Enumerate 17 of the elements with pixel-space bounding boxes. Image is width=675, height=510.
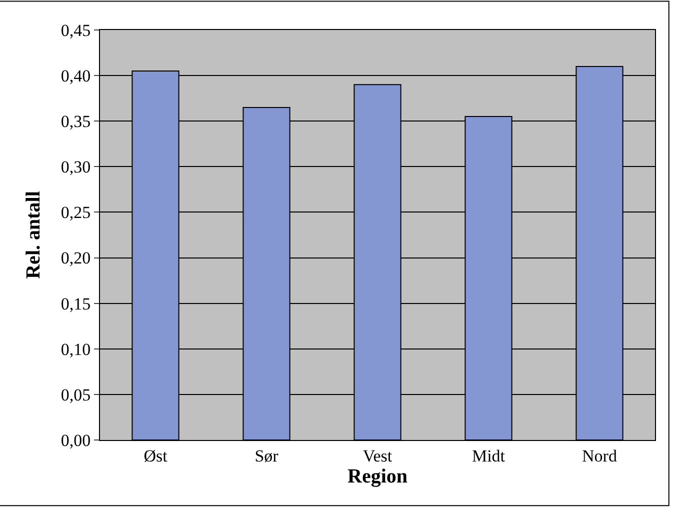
y-tick-label: 0,15 <box>60 294 91 314</box>
x-tick-label: Sør <box>254 446 279 466</box>
y-axis-title: Rel. antall <box>22 190 44 279</box>
y-tick-label: 0,25 <box>60 203 91 222</box>
x-tick-label: Vest <box>362 446 392 466</box>
y-tick-label: 0,40 <box>60 66 91 86</box>
y-tick-label: 0,45 <box>60 20 91 40</box>
x-axis-title: Region <box>348 465 408 488</box>
y-tick-label: 0,35 <box>60 112 91 132</box>
y-tick-label: 0,10 <box>60 340 91 359</box>
y-tick-label: 0,20 <box>60 248 91 268</box>
y-tick-label: 0,05 <box>60 385 91 404</box>
x-tick-label: Øst <box>144 446 168 466</box>
x-tick-label: Midt <box>472 446 506 466</box>
y-tick-label: 0,30 <box>60 158 91 177</box>
x-tick-label: Nord <box>582 446 618 466</box>
y-tick-label: 0,00 <box>60 430 91 450</box>
